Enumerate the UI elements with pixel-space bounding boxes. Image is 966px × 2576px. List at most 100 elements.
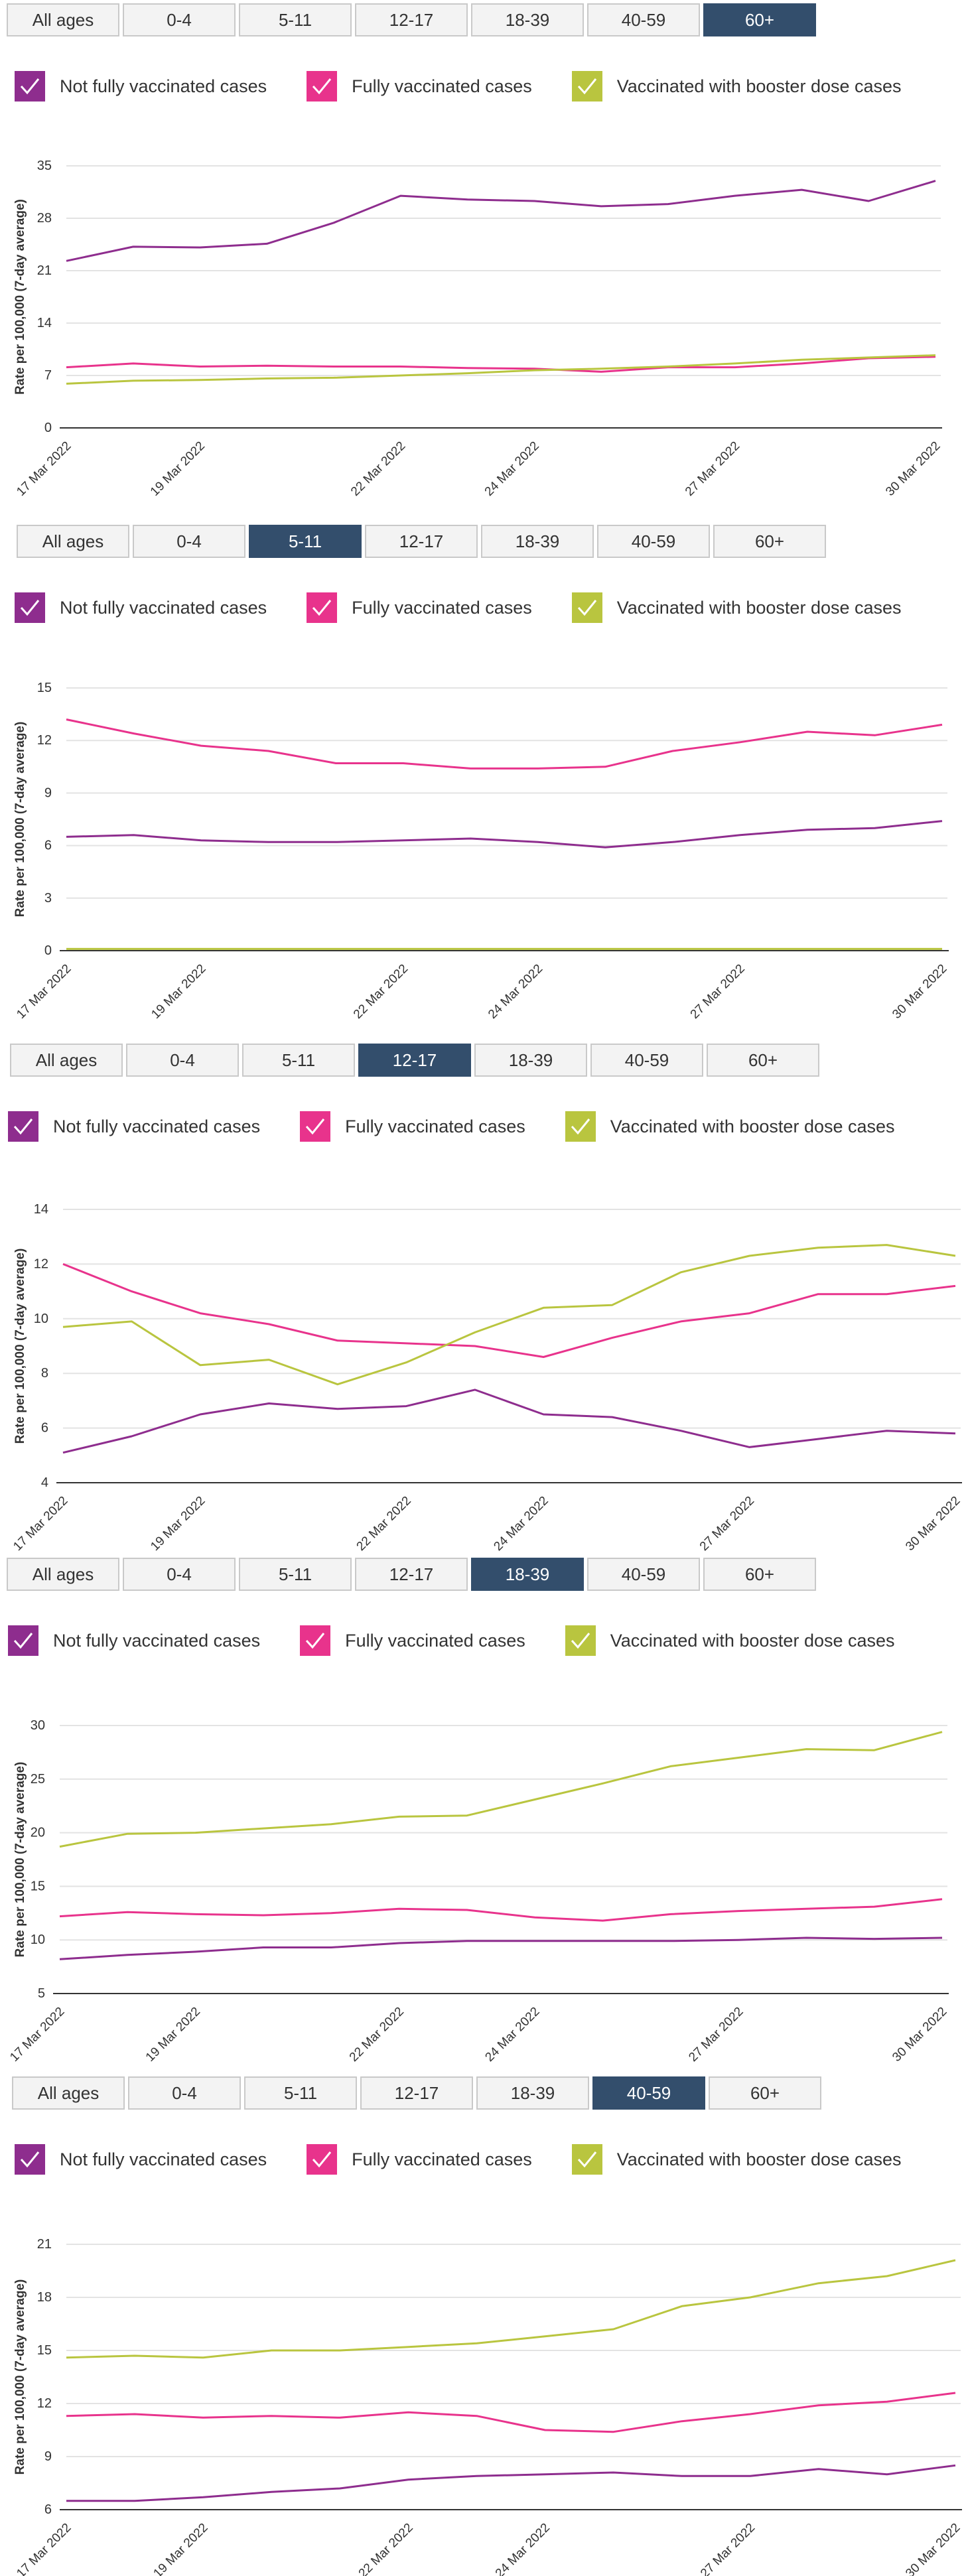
tab-40-59[interactable]: 40-59 xyxy=(592,2076,705,2110)
checkbox-icon[interactable] xyxy=(307,71,338,102)
legend-fully-vaccinated[interactable]: Fully vaccinated cases xyxy=(307,592,532,623)
tab-all-ages[interactable]: All ages xyxy=(12,2076,125,2110)
tab-all-ages[interactable]: All ages xyxy=(10,1044,123,1077)
tab-5-11[interactable]: 5-11 xyxy=(239,3,352,36)
legend-booster-dose[interactable]: Vaccinated with booster dose cases xyxy=(571,2144,902,2175)
y-tick-label: 9 xyxy=(44,2449,52,2464)
legend-label: Not fully vaccinated cases xyxy=(53,1630,261,1651)
tab-5-11[interactable]: 5-11 xyxy=(242,1044,355,1077)
series-line[interactable] xyxy=(62,1389,956,1454)
series-line[interactable] xyxy=(66,356,936,373)
checkbox-icon[interactable] xyxy=(307,2144,338,2175)
series-line[interactable] xyxy=(66,2259,956,2359)
checkbox-icon[interactable] xyxy=(300,1625,331,1656)
tab-18-39[interactable]: 18-39 xyxy=(471,3,584,36)
legend-not-fully-vaccinated[interactable]: Not fully vaccinated cases xyxy=(15,2144,267,2175)
series-line[interactable] xyxy=(59,1731,943,1848)
checkbox-icon[interactable] xyxy=(8,1111,38,1142)
series-line[interactable] xyxy=(66,2464,956,2502)
x-tick-label: 19 Mar 2022 xyxy=(151,2521,210,2576)
tab-40-59[interactable]: 40-59 xyxy=(597,525,710,558)
tab-5-11[interactable]: 5-11 xyxy=(249,525,362,558)
tab-12-17[interactable]: 12-17 xyxy=(358,1044,471,1077)
legend-label: Not fully vaccinated cases xyxy=(60,2149,267,2169)
tab-all-ages[interactable]: All ages xyxy=(17,525,129,558)
tab-18-39[interactable]: 18-39 xyxy=(471,1558,584,1591)
tab-12-17[interactable]: 12-17 xyxy=(360,2076,473,2110)
checkbox-icon[interactable] xyxy=(565,1625,596,1656)
legend-not-fully-vaccinated[interactable]: Not fully vaccinated cases xyxy=(15,592,267,623)
checkbox-icon[interactable] xyxy=(571,592,602,623)
legend-fully-vaccinated[interactable]: Fully vaccinated cases xyxy=(300,1625,525,1656)
legend-not-fully-vaccinated[interactable]: Not fully vaccinated cases xyxy=(8,1111,260,1142)
series-line[interactable] xyxy=(62,1263,956,1358)
legend-not-fully-vaccinated[interactable]: Not fully vaccinated cases xyxy=(8,1625,260,1656)
series-line[interactable] xyxy=(66,820,943,848)
x-tick-label: 30 Mar 2022 xyxy=(903,2521,963,2576)
y-tick-label: 12 xyxy=(37,2396,52,2411)
tab-5-11[interactable]: 5-11 xyxy=(239,1558,352,1591)
tab-60-plus[interactable]: 60+ xyxy=(709,2076,821,2110)
checkbox-icon[interactable] xyxy=(300,1111,331,1142)
legend-fully-vaccinated[interactable]: Fully vaccinated cases xyxy=(300,1111,525,1142)
tab-12-17[interactable]: 12-17 xyxy=(355,1558,468,1591)
tab-0-4[interactable]: 0-4 xyxy=(133,525,245,558)
y-tick-label: 15 xyxy=(31,1879,45,1893)
tab-60-plus[interactable]: 60+ xyxy=(713,525,826,558)
y-tick-label: 12 xyxy=(37,733,52,748)
x-tick-label: 24 Mar 2022 xyxy=(493,2521,553,2576)
series-line[interactable] xyxy=(66,180,936,262)
tab-12-17[interactable]: 12-17 xyxy=(355,3,468,36)
tab-12-17[interactable]: 12-17 xyxy=(365,525,478,558)
line-chart: 0 3 6 9 12 15 Rate per 100,000 (7-day average)… xyxy=(13,681,950,1022)
series-line[interactable] xyxy=(66,354,936,385)
tab-5-11[interactable]: 5-11 xyxy=(244,2076,357,2110)
tab-18-39[interactable]: 18-39 xyxy=(481,525,594,558)
checkbox-icon[interactable] xyxy=(571,71,602,102)
tab-all-ages[interactable]: All ages xyxy=(7,3,119,36)
series-line[interactable] xyxy=(59,1936,943,1960)
tab-40-59[interactable]: 40-59 xyxy=(587,3,700,36)
checkbox-icon[interactable] xyxy=(565,1111,596,1142)
series-line[interactable] xyxy=(59,1898,943,1922)
age-tabs: All ages 0-4 5-11 12-17 18-39 40-59 60+ xyxy=(17,525,829,558)
tab-all-ages[interactable]: All ages xyxy=(7,1558,119,1591)
tab-18-39[interactable]: 18-39 xyxy=(474,1044,587,1077)
tab-60-plus[interactable]: 60+ xyxy=(707,1044,819,1077)
legend-booster-dose[interactable]: Vaccinated with booster dose cases xyxy=(565,1625,895,1656)
legend-fully-vaccinated[interactable]: Fully vaccinated cases xyxy=(307,71,532,102)
tab-18-39[interactable]: 18-39 xyxy=(476,2076,589,2110)
legend-booster-dose[interactable]: Vaccinated with booster dose cases xyxy=(565,1111,895,1142)
tab-0-4[interactable]: 0-4 xyxy=(123,1558,236,1591)
y-tick-label: 7 xyxy=(44,368,52,383)
checkbox-icon[interactable] xyxy=(8,1625,38,1656)
y-tick-label: 6 xyxy=(44,2502,52,2517)
checkbox-icon[interactable] xyxy=(15,71,45,102)
legend-booster-dose[interactable]: Vaccinated with booster dose cases xyxy=(571,592,902,623)
tab-0-4[interactable]: 0-4 xyxy=(126,1044,239,1077)
tab-60-plus[interactable]: 60+ xyxy=(703,1558,816,1591)
series-line[interactable] xyxy=(62,1244,956,1386)
checkbox-icon[interactable] xyxy=(15,2144,45,2175)
tab-60-plus[interactable]: 60+ xyxy=(703,3,816,36)
age-tabs: All ages 0-4 5-11 12-17 18-39 40-59 60+ xyxy=(7,3,819,36)
legend-fully-vaccinated[interactable]: Fully vaccinated cases xyxy=(307,2144,532,2175)
checkmark-icon xyxy=(577,78,596,95)
legend-booster-dose[interactable]: Vaccinated with booster dose cases xyxy=(571,71,902,102)
series-line[interactable] xyxy=(66,718,943,770)
checkmark-icon xyxy=(312,600,332,616)
tab-40-59[interactable]: 40-59 xyxy=(590,1044,703,1077)
y-tick-label: 14 xyxy=(37,316,52,330)
tab-0-4[interactable]: 0-4 xyxy=(123,3,236,36)
tab-0-4[interactable]: 0-4 xyxy=(128,2076,241,2110)
tab-40-59[interactable]: 40-59 xyxy=(587,1558,700,1591)
chart-legend: Not fully vaccinated cases Fully vaccina… xyxy=(15,2143,941,2176)
series-line[interactable] xyxy=(66,2392,956,2433)
legend-not-fully-vaccinated[interactable]: Not fully vaccinated cases xyxy=(15,71,267,102)
x-tick-label: 17 Mar 2022 xyxy=(14,2521,74,2576)
checkbox-icon[interactable] xyxy=(571,2144,602,2175)
age-tabs: All ages 0-4 5-11 12-17 18-39 40-59 60+ xyxy=(10,1044,823,1077)
checkbox-icon[interactable] xyxy=(15,592,45,623)
checkbox-icon[interactable] xyxy=(307,592,338,623)
